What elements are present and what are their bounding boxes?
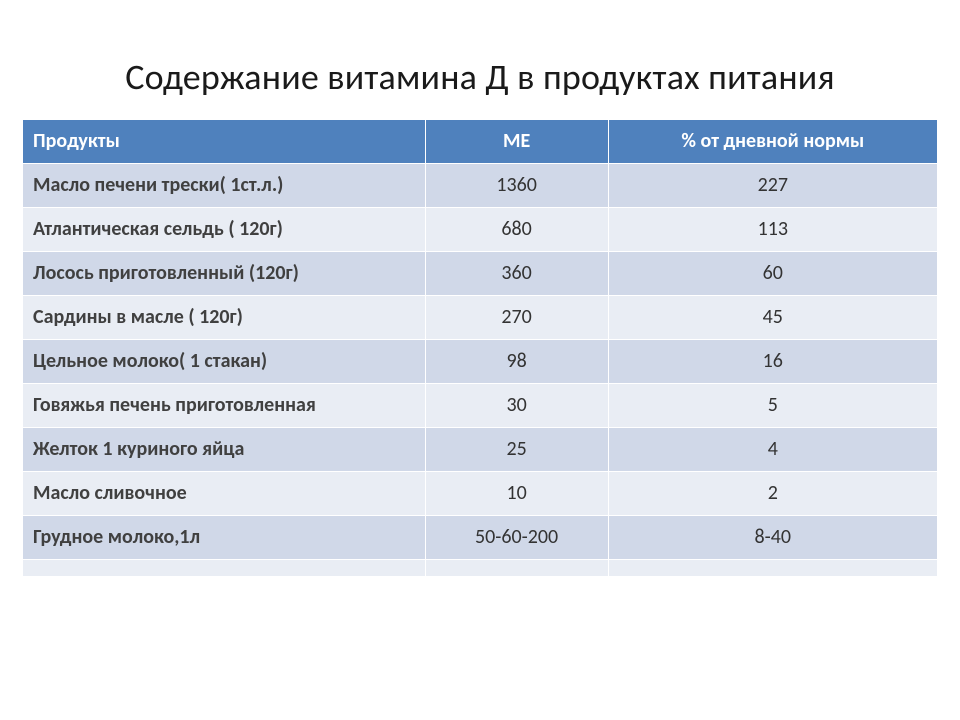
cell-pct (608, 560, 937, 577)
table-row (23, 560, 938, 577)
cell-product: Атлантическая сельдь ( 120г) (23, 208, 426, 252)
table-row: Лосось приготовленный (120г) 360 60 (23, 252, 938, 296)
table-row: Цельное молоко( 1 стакан) 98 16 (23, 340, 938, 384)
cell-pct: 227 (608, 164, 937, 208)
cell-me: 680 (425, 208, 608, 252)
table-row: Говяжья печень приготовленная 30 5 (23, 384, 938, 428)
cell-product: Грудное молоко,1л (23, 516, 426, 560)
col-header-pct: % от дневной нормы (608, 120, 937, 164)
cell-me (425, 560, 608, 577)
cell-me: 98 (425, 340, 608, 384)
col-header-product: Продукты (23, 120, 426, 164)
cell-product: Лосось приготовленный (120г) (23, 252, 426, 296)
vitamin-d-table: Продукты МЕ % от дневной нормы Масло печ… (22, 119, 938, 577)
cell-me: 30 (425, 384, 608, 428)
cell-me: 1360 (425, 164, 608, 208)
cell-pct: 45 (608, 296, 937, 340)
cell-pct: 5 (608, 384, 937, 428)
cell-product: Говяжья печень приготовленная (23, 384, 426, 428)
cell-me: 270 (425, 296, 608, 340)
table-header-row: Продукты МЕ % от дневной нормы (23, 120, 938, 164)
cell-me: 360 (425, 252, 608, 296)
cell-product: Сардины в масле ( 120г) (23, 296, 426, 340)
cell-me: 10 (425, 472, 608, 516)
cell-me: 50-60-200 (425, 516, 608, 560)
cell-pct: 4 (608, 428, 937, 472)
cell-product: Желток 1 куриного яйца (23, 428, 426, 472)
table-row: Масло сливочное 10 2 (23, 472, 938, 516)
cell-me: 25 (425, 428, 608, 472)
cell-pct: 2 (608, 472, 937, 516)
table-row: Сардины в масле ( 120г) 270 45 (23, 296, 938, 340)
cell-pct: 60 (608, 252, 937, 296)
table-container: Продукты МЕ % от дневной нормы Масло печ… (0, 119, 960, 577)
cell-product: Масло сливочное (23, 472, 426, 516)
slide: Содержание витамина Д в продуктах питани… (0, 0, 960, 720)
table-body: Масло печени трески( 1ст.л.) 1360 227 Ат… (23, 164, 938, 577)
table-row: Грудное молоко,1л 50-60-200 8-40 (23, 516, 938, 560)
cell-product: Цельное молоко( 1 стакан) (23, 340, 426, 384)
page-title: Содержание витамина Д в продуктах питани… (0, 55, 960, 99)
table-row: Атлантическая сельдь ( 120г) 680 113 (23, 208, 938, 252)
cell-pct: 8-40 (608, 516, 937, 560)
table-row: Желток 1 куриного яйца 25 4 (23, 428, 938, 472)
table-row: Масло печени трески( 1ст.л.) 1360 227 (23, 164, 938, 208)
cell-pct: 113 (608, 208, 937, 252)
cell-pct: 16 (608, 340, 937, 384)
cell-product (23, 560, 426, 577)
col-header-me: МЕ (425, 120, 608, 164)
cell-product: Масло печени трески( 1ст.л.) (23, 164, 426, 208)
